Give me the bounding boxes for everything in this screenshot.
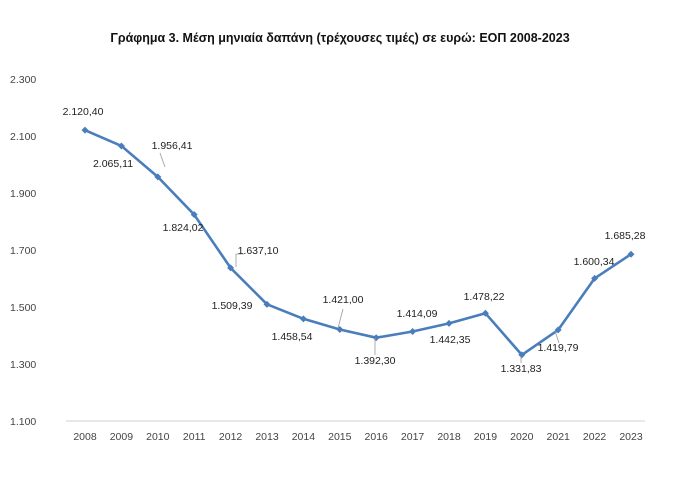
x-tick-label: 2009 <box>110 431 134 443</box>
x-tick-label: 2021 <box>547 431 571 443</box>
data-label: 1.824,02 <box>163 222 204 234</box>
x-tick-label: 2013 <box>255 431 279 443</box>
x-tick-label: 2010 <box>146 431 170 443</box>
series-line <box>84 129 632 357</box>
data-label: 2.120,40 <box>63 106 104 118</box>
x-tick-label: 2011 <box>183 431 206 443</box>
x-tick-label: 2012 <box>219 431 243 443</box>
x-tick-label: 2018 <box>437 431 461 443</box>
data-label-leader <box>554 330 560 344</box>
y-tick-label: 1.100 <box>10 416 36 428</box>
x-tick-label: 2014 <box>292 431 316 443</box>
data-point <box>263 300 271 308</box>
data-label: 1.600,34 <box>574 256 615 268</box>
data-label: 1.331,83 <box>501 363 542 375</box>
y-tick-label: 1.300 <box>10 359 36 371</box>
x-tick-label: 2022 <box>583 431 607 443</box>
chart-title: Γράφημα 3. Μέση μηνιαία δαπάνη (τρέχουσε… <box>110 31 570 45</box>
data-label: 1.458,54 <box>272 331 313 343</box>
data-label: 1.442,35 <box>430 334 471 346</box>
data-point <box>554 326 562 334</box>
data-label-leader <box>235 253 244 267</box>
data-point <box>591 274 599 282</box>
data-label: 1.685,28 <box>605 230 646 242</box>
data-label: 1.509,39 <box>212 300 253 312</box>
y-tick-label: 1.900 <box>10 188 36 200</box>
data-label: 1.478,22 <box>464 291 505 303</box>
data-point <box>299 315 307 323</box>
data-point <box>227 264 235 272</box>
data-label-leader <box>337 308 344 329</box>
data-point <box>336 326 344 334</box>
data-point <box>518 351 526 359</box>
data-label: 1.637,10 <box>238 245 279 257</box>
data-label-leader <box>159 152 166 168</box>
x-tick-label: 2020 <box>510 431 534 443</box>
y-tick-label: 1.700 <box>10 245 36 257</box>
y-tick-label: 2.300 <box>10 74 36 86</box>
x-tick-label: 2023 <box>619 431 643 443</box>
data-point <box>372 334 380 342</box>
data-point <box>481 309 489 317</box>
y-tick-label: 1.500 <box>10 302 36 314</box>
data-label: 1.421,00 <box>323 294 364 306</box>
data-label: 1.414,09 <box>397 308 438 320</box>
data-label: 2.065,11 <box>93 158 133 170</box>
x-tick-label: 2019 <box>474 431 498 443</box>
data-point <box>117 142 125 150</box>
data-point <box>627 250 635 258</box>
data-label: 1.392,30 <box>355 355 396 367</box>
data-point <box>154 173 162 181</box>
data-label: 1.956,41 <box>152 140 193 152</box>
data-point <box>190 211 198 219</box>
x-tick-label: 2017 <box>401 431 425 443</box>
data-point <box>81 126 89 134</box>
x-tick-label: 2008 <box>73 431 97 443</box>
y-tick-label: 2.100 <box>10 131 36 143</box>
x-tick-label: 2016 <box>365 431 389 443</box>
data-point <box>445 319 453 327</box>
data-point <box>409 327 417 335</box>
x-tick-label: 2015 <box>328 431 352 443</box>
data-label: 1.419,79 <box>538 342 579 354</box>
